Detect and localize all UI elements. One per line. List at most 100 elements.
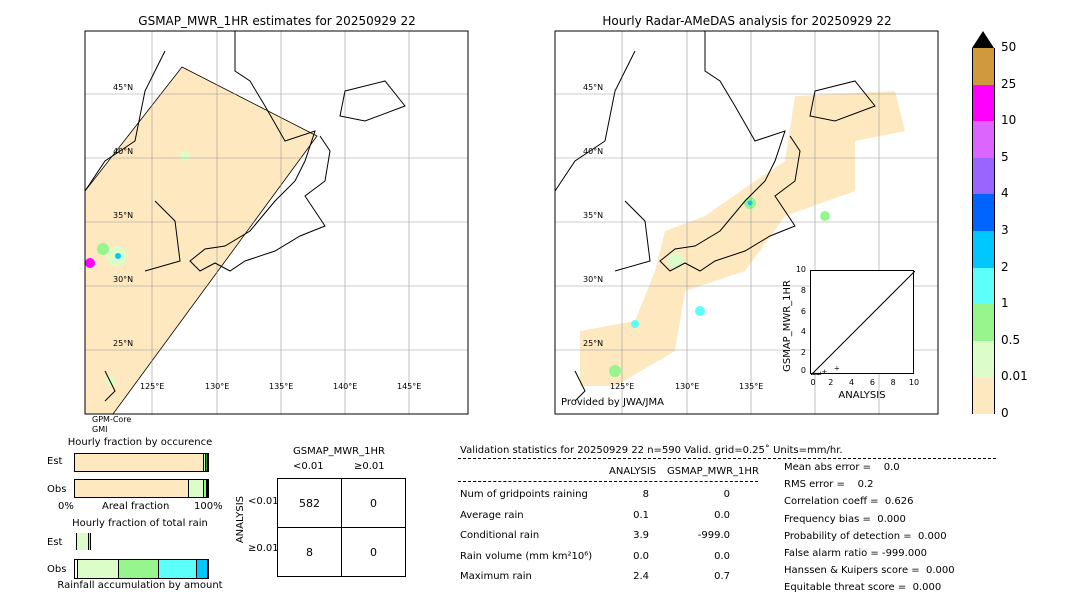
bar-segment: [158, 560, 198, 578]
bar-segment: [118, 560, 159, 578]
bar-segment: [77, 560, 119, 578]
scatter-ytick: 10: [795, 265, 806, 274]
lon-label: 125°E: [610, 382, 635, 391]
stat-analysis: 2.4: [633, 571, 649, 582]
colorbar-tick: 0: [1001, 406, 1009, 420]
colorbar-segment: [972, 267, 995, 305]
lat-label: 45°N: [113, 83, 134, 92]
stat-gsmap: 0.0: [714, 550, 730, 562]
scatter-xlabel: ANALYSIS: [838, 390, 886, 401]
analysis-domain: [580, 91, 905, 386]
colorbar-segment: [972, 340, 995, 378]
occ-est-label: Est: [47, 456, 63, 467]
colorbar-segment: [972, 121, 995, 158]
scatter-ytick: 8: [800, 285, 806, 295]
rain-obs-bar: [74, 559, 209, 579]
cell-11: 582: [277, 478, 342, 528]
scatter-xtick: 4: [849, 378, 855, 387]
lon-label: 140°E: [333, 382, 358, 391]
lat-label: 25°N: [583, 339, 604, 348]
stat-label: Average rain: [460, 509, 524, 521]
map-frame: [554, 30, 939, 415]
scatter-ylabel: GSMAP_MWR_1HR: [782, 280, 793, 372]
colorbar-tick: 0.01: [1001, 369, 1028, 384]
map-frame: [84, 30, 469, 415]
colorbar-tick: 0.5: [1001, 332, 1021, 347]
left-map: [84, 30, 469, 415]
lat-label: 45°N: [583, 83, 604, 92]
bar-segment: [189, 480, 204, 497]
colorbar-segment: [972, 48, 995, 85]
stat-label: Conditional rain: [460, 530, 540, 541]
lat-label: 40°N: [113, 147, 134, 156]
colorbar-extend-arrow: [972, 31, 994, 48]
stat-label: Rain volume (mm km²10⁶): [460, 550, 593, 562]
occ-x1: 100%: [194, 501, 223, 512]
rain-est-label: Est: [47, 537, 63, 548]
stat-gsmap: -999.0: [697, 530, 730, 541]
stat-label: Num of gridpoints raining: [460, 489, 588, 500]
contingency-title: GSMAP_MWR_1HR: [293, 446, 385, 457]
lon-label: 135°E: [739, 382, 764, 391]
scatter-xtick: 8: [890, 378, 896, 387]
col2-label: ≥0.01: [354, 461, 385, 472]
stat-analysis: 8: [642, 489, 649, 500]
bar-segment: [88, 533, 92, 550]
occurrence-est-bar: [74, 453, 209, 472]
occurrence-title: Hourly fraction by occurence: [67, 437, 213, 448]
colorbar-tick: 10: [1001, 113, 1017, 128]
row2-label: ≥0.01: [248, 543, 279, 554]
scatter-ytick: 2: [800, 348, 806, 358]
scatter-ytick: 4: [800, 327, 806, 337]
score-line: False alarm ratio = -999.000: [784, 548, 927, 559]
lon-label: 125°E: [140, 382, 165, 391]
score-line: RMS error = 0.2: [784, 479, 874, 491]
lat-label: 40°N: [583, 147, 604, 156]
colorbar-segment: [972, 157, 995, 195]
stat-label: Maximum rain: [460, 571, 532, 582]
scatter-point: +: [812, 371, 818, 375]
scatter-ytick: 0: [800, 366, 806, 375]
bar-segment: [204, 480, 207, 497]
colorbar: [972, 31, 995, 414]
one-to-one-line: [810, 270, 916, 376]
bar-segment: [205, 454, 208, 471]
lat-label: 35°N: [583, 211, 604, 220]
divider: [458, 458, 996, 459]
rain-est-bar: [74, 533, 207, 550]
lon-label: 130°E: [675, 382, 700, 391]
col-gsmap: GSMAP_MWR_1HR: [667, 466, 759, 477]
score-line: Mean abs error = 0.0: [784, 462, 900, 473]
bar-segment: [206, 480, 208, 497]
occ-xlabel: Areal fraction: [102, 501, 170, 512]
colorbar-tick: 5: [1001, 149, 1009, 164]
right-map-title: Hourly Radar-AMeDAS analysis for 2025092…: [602, 14, 892, 28]
score-line: Correlation coeff = 0.626: [784, 496, 914, 508]
lon-label: 135°E: [269, 382, 294, 391]
colorbar-segment: [972, 304, 995, 341]
col-analysis: ANALYSIS: [609, 466, 657, 477]
credit-text: Provided by JWA/JMA: [561, 397, 664, 408]
stat-analysis: 3.9: [633, 530, 649, 541]
colorbar-tick: 25: [1001, 76, 1017, 91]
bar-segment: [75, 480, 190, 497]
scatter-point: +: [834, 365, 840, 373]
scatter-ytick: 6: [800, 306, 806, 316]
colorbar-segment: [972, 194, 995, 231]
scatter-xtick: 0: [810, 378, 816, 387]
lat-label: 35°N: [113, 211, 134, 220]
lon-label: 130°E: [205, 382, 230, 391]
colorbar-tick: 4: [1001, 186, 1009, 201]
coastline: [554, 31, 876, 402]
scatter-xtick: 6: [869, 378, 875, 387]
colorbar-segment: [972, 377, 995, 414]
col1-label: <0.01: [293, 461, 324, 472]
bar-segment: [75, 454, 204, 471]
left-map-title: GSMAP_MWR_1HR estimates for 20250929 22: [138, 14, 416, 28]
bar-segment: [197, 560, 208, 578]
bar-segment: [204, 454, 206, 471]
scatter-inset: ++++++++: [810, 270, 916, 380]
scatter-point: +: [815, 371, 821, 375]
